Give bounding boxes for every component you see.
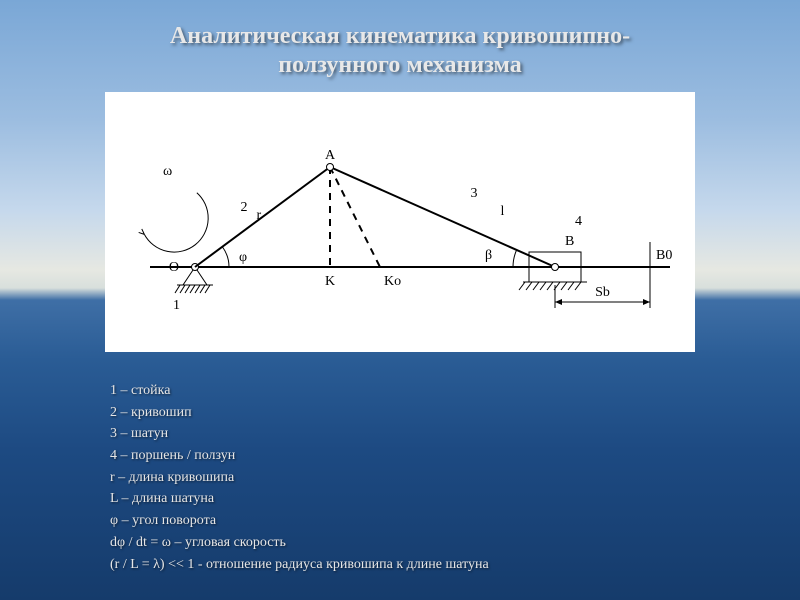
svg-text:l: l xyxy=(501,204,505,219)
slide-title: Аналитическая кинематика кривошипно- пол… xyxy=(0,22,800,80)
svg-text:1: 1 xyxy=(173,298,180,313)
legend-row: 4 – поршень / ползун xyxy=(110,445,489,467)
svg-text:3: 3 xyxy=(471,186,478,201)
legend-row: 2 – кривошип xyxy=(110,402,489,424)
svg-text:4: 4 xyxy=(575,214,582,229)
legend-row: L – длина шатуна xyxy=(110,488,489,510)
svg-text:ω: ω xyxy=(163,164,172,179)
legend-row: 3 – шатун xyxy=(110,423,489,445)
diagram-panel: O A B K Ko B0 1 2 3 4 r l φ β ω Sb xyxy=(105,92,695,352)
title-line-1: Аналитическая кинематика кривошипно- xyxy=(170,23,630,49)
legend-row: r – длина кривошипа xyxy=(110,467,489,489)
legend-row: dφ / dt = ω – угловая скорость xyxy=(110,532,489,554)
legend-row: φ – угол поворота xyxy=(110,510,489,532)
svg-text:Sb: Sb xyxy=(595,285,610,300)
title-line-2: ползунного механизма xyxy=(278,52,521,78)
svg-text:A: A xyxy=(325,148,336,163)
svg-text:β: β xyxy=(485,248,492,263)
svg-text:2: 2 xyxy=(241,200,248,215)
svg-text:r: r xyxy=(257,208,262,223)
mechanism-diagram: O A B K Ko B0 1 2 3 4 r l φ β ω Sb xyxy=(105,92,695,352)
svg-text:B: B xyxy=(565,234,574,249)
svg-text:Ko: Ko xyxy=(384,274,401,289)
legend-row: (r / L = λ) << 1 - отношение радиуса кри… xyxy=(110,554,489,576)
svg-text:K: K xyxy=(325,274,335,289)
svg-text:B0: B0 xyxy=(656,248,672,263)
svg-text:O: O xyxy=(169,260,179,275)
svg-text:φ: φ xyxy=(239,250,247,265)
legend-row: 1 – стойка xyxy=(110,380,489,402)
legend-block: 1 – стойка2 – кривошип3 – шатун4 – порше… xyxy=(110,380,489,575)
